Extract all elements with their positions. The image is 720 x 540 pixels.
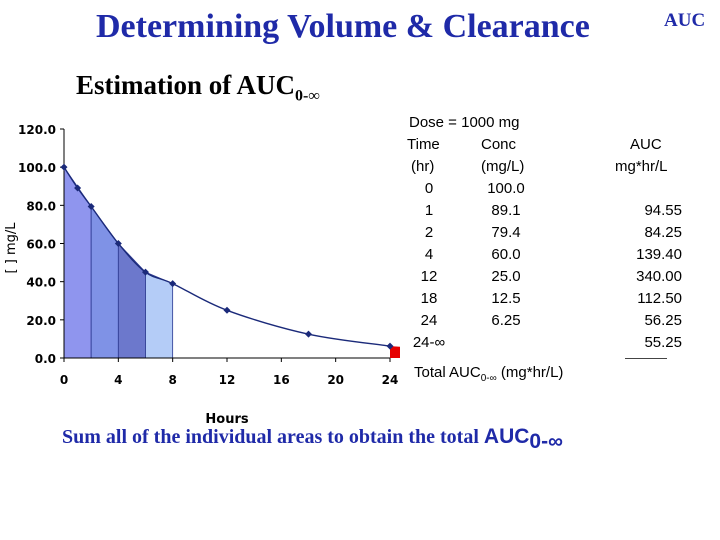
data-point (114, 240, 122, 247)
y-tick-label: 20.0 (26, 314, 56, 328)
data-point (87, 202, 95, 210)
y-tick-label: 60.0 (26, 238, 56, 252)
data-point (386, 342, 394, 350)
auc-cell: 340.00 (636, 268, 682, 285)
data-point (142, 268, 149, 276)
time-cell: 0 (424, 180, 434, 197)
conc-cell: 6.25 (491, 312, 521, 329)
conc-header: Conc (481, 136, 517, 153)
y-tick-label: 0.0 (35, 352, 56, 366)
x-tick-label: 24 (382, 373, 399, 387)
auc-trapezoid (117, 242, 146, 359)
x-tick-label: 12 (219, 373, 236, 387)
x-tick-label: 16 (273, 373, 290, 387)
auc-cell: 94.55 (644, 202, 682, 219)
data-point (305, 330, 312, 338)
data-point (74, 184, 82, 192)
time-cell: 18 (420, 290, 438, 307)
auc-trapezoid (90, 205, 119, 359)
y-tick-label: 120.0 (18, 123, 56, 137)
auc-trapezoid (145, 271, 174, 359)
auc-cell: 139.40 (636, 246, 682, 263)
auc-cell: 84.25 (644, 224, 682, 241)
dose-label: Dose = 1000 mg (409, 114, 520, 131)
total-label-unit: (mg*hr/L) (496, 364, 564, 381)
auc-cell: 112.50 (637, 290, 682, 307)
data-point (60, 163, 68, 171)
y-tick-label: 100.0 (18, 161, 56, 175)
auc-tail-area (390, 346, 400, 358)
time-cell: 12 (420, 268, 438, 285)
x-tick-label: 8 (168, 373, 176, 387)
x-axis-title: Hours (205, 412, 248, 427)
time-cell: 1 (424, 202, 434, 219)
time-header: Time (407, 136, 440, 153)
auc-chart: 0.0 20.0 40.0 60.0 80.0 100.0 120.0 0 4 8 12 16 20 24… (4, 123, 400, 427)
footer-auc: AUC (483, 425, 530, 448)
y-axis-title: [ ] mg/L (4, 222, 19, 274)
time-cell: 24 (420, 312, 438, 329)
total-rule (625, 358, 667, 359)
total-auc-label: Total AUC0-∞ (mg*hr/L) (414, 364, 563, 384)
corner-label: AUC (664, 10, 706, 31)
y-tick-label: 80.0 (26, 199, 56, 213)
page-title: Determining Volume & Clearance (96, 8, 590, 45)
subtitle-main: Estimation of AUC (76, 70, 296, 100)
footer-text: Sum all of the individual areas to obtai… (62, 426, 484, 448)
data-point (169, 280, 177, 288)
footer-note: Sum all of the individual areas to obtai… (62, 425, 563, 454)
auc-header: AUC (630, 136, 662, 153)
time-cell: 2 (424, 224, 434, 241)
x-tick-label: 4 (114, 373, 122, 387)
auc-trapezoid (63, 165, 92, 359)
conc-cell: 79.4 (491, 224, 521, 241)
concentration-curve (63, 166, 391, 347)
conc-unit-header: (mg/L) (481, 158, 525, 175)
footer-subscript: 0-∞ (529, 430, 564, 453)
auc-cell: 56.25 (644, 312, 682, 329)
subtitle: Estimation of AUC0-∞ (76, 70, 320, 105)
total-label-main: Total AUC (414, 364, 481, 381)
x-tick-label: 20 (327, 373, 344, 387)
conc-cell: 100.0 (487, 180, 525, 197)
data-point (223, 306, 231, 314)
y-tick-label: 40.0 (26, 276, 56, 290)
conc-cell: 89.1 (491, 202, 521, 219)
time-cell: 4 (424, 246, 434, 263)
auc-unit-header: mg*hr/L (615, 158, 668, 175)
total-label-subscript: 0-∞ (480, 373, 497, 384)
conc-cell: 12.5 (491, 290, 521, 307)
conc-cell (466, 332, 546, 354)
conc-cell: 25.0 (491, 268, 521, 285)
conc-cell: 60.0 (491, 246, 521, 263)
auc-cell (580, 178, 682, 200)
time-unit-header: (hr) (411, 158, 435, 175)
time-cell: 24-∞ (412, 334, 446, 351)
subtitle-subscript: 0-∞ (295, 87, 320, 105)
x-tick-label: 0 (60, 373, 68, 387)
auc-cell: 55.25 (644, 334, 682, 351)
